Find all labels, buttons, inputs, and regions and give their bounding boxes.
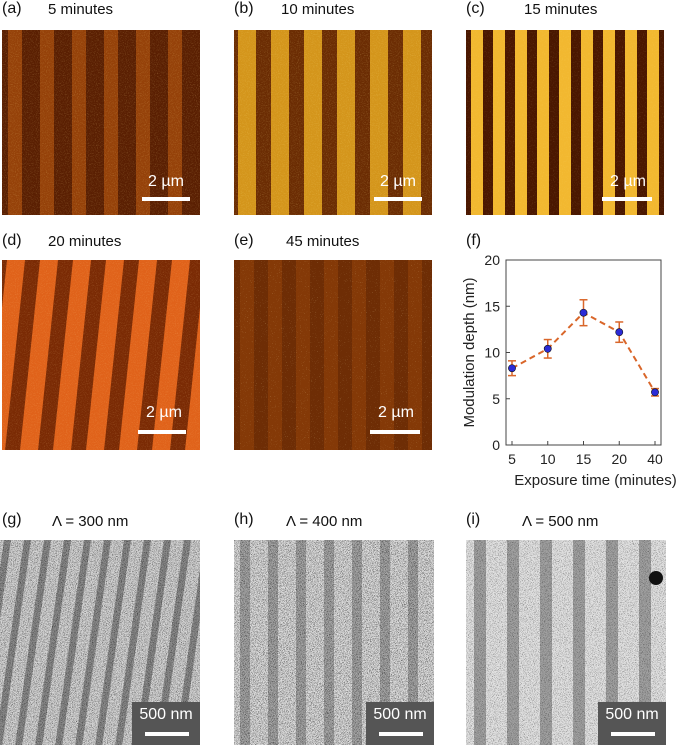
panel-a-label: (a) bbox=[2, 0, 22, 17]
data-point bbox=[543, 344, 552, 353]
scalebar-a-text: 2 µm bbox=[148, 173, 184, 190]
scalebar-b-bar bbox=[374, 197, 422, 201]
x-tick-label: 15 bbox=[576, 451, 592, 467]
scalebar-i-text: 500 nm bbox=[605, 706, 659, 723]
data-point bbox=[651, 388, 659, 397]
afm-image-c: 2 µm bbox=[466, 30, 664, 215]
x-tick-label: 40 bbox=[647, 451, 663, 467]
panel-h-label: (h) bbox=[234, 511, 254, 528]
scalebar-h-bar bbox=[379, 732, 423, 736]
scalebar-i-bar bbox=[611, 732, 655, 736]
panel-a-title: 5 minutes bbox=[48, 1, 114, 18]
scalebar-g-box bbox=[132, 702, 200, 745]
sem-image-g: 500 nm bbox=[0, 540, 200, 745]
y-tick-label: 20 bbox=[484, 252, 500, 268]
scalebar-a-bar bbox=[142, 197, 190, 201]
scalebar-d-text: 2 µm bbox=[146, 404, 182, 421]
scalebar-g-text: 500 nm bbox=[139, 706, 193, 723]
afm-image-e-graphic bbox=[234, 260, 432, 450]
scalebar-c-bar bbox=[602, 197, 652, 201]
sem-i-particle bbox=[649, 571, 663, 585]
scalebar-e-bar bbox=[370, 430, 420, 434]
panel-g-title: Λ = 300 nm bbox=[52, 513, 129, 530]
scalebar-h-text: 500 nm bbox=[373, 706, 427, 723]
panel-e-label: (e) bbox=[234, 232, 254, 249]
afm-image-b-graphic bbox=[234, 30, 432, 215]
y-tick-label: 0 bbox=[492, 437, 500, 453]
y-axis-label: Modulation depth (nm) bbox=[461, 277, 478, 427]
panel-d-title: 20 minutes bbox=[48, 233, 122, 250]
y-tick-label: 10 bbox=[484, 345, 500, 361]
scalebar-c-text: 2 µm bbox=[610, 173, 646, 190]
afm-image-d: 2 µm bbox=[2, 260, 200, 450]
data-point bbox=[508, 364, 516, 373]
x-tick-label: 10 bbox=[540, 451, 556, 467]
panel-e-title: 45 minutes bbox=[286, 233, 360, 250]
panel-g-label: (g) bbox=[2, 511, 22, 528]
afm-image-b: 2 µm bbox=[234, 30, 432, 215]
plot-frame bbox=[505, 259, 662, 446]
scalebar-g-bar bbox=[145, 732, 189, 736]
afm-image-a: 2 µm bbox=[2, 30, 200, 215]
x-tick-label: 20 bbox=[611, 451, 627, 467]
scalebar-e-text: 2 µm bbox=[378, 404, 414, 421]
afm-image-e: 2 µm bbox=[234, 260, 432, 450]
scalebar-b-text: 2 µm bbox=[380, 173, 416, 190]
sem-image-h: 500 nm bbox=[234, 540, 434, 745]
x-axis-label: Exposure time (minutes) bbox=[514, 472, 677, 489]
y-tick-label: 5 bbox=[492, 391, 500, 407]
panel-c-title: 15 minutes bbox=[524, 1, 598, 18]
sem-image-i: 500 nm bbox=[466, 540, 666, 745]
panel-i-title: Λ = 500 nm bbox=[522, 513, 599, 530]
panel-f-label: (f) bbox=[466, 232, 482, 249]
scalebar-h-box bbox=[366, 702, 434, 745]
afm-image-c-graphic bbox=[466, 30, 664, 215]
panel-h-title: Λ = 400 nm bbox=[286, 513, 363, 530]
afm-image-a-graphic bbox=[2, 30, 200, 215]
panel-b-title: 10 minutes bbox=[281, 1, 355, 18]
afm-image-d-graphic bbox=[2, 260, 200, 450]
x-tick-label: 5 bbox=[508, 451, 516, 467]
panel-b-label: (b) bbox=[234, 0, 254, 17]
y-tick-label: 15 bbox=[484, 298, 500, 314]
scalebar-d-bar bbox=[138, 430, 186, 434]
panel-d-label: (d) bbox=[2, 232, 22, 249]
data-point bbox=[579, 308, 588, 317]
panel-i-label: (i) bbox=[466, 511, 481, 528]
panel-c-label: (c) bbox=[466, 0, 485, 17]
scalebar-i-box bbox=[598, 702, 666, 745]
data-point bbox=[615, 328, 624, 337]
